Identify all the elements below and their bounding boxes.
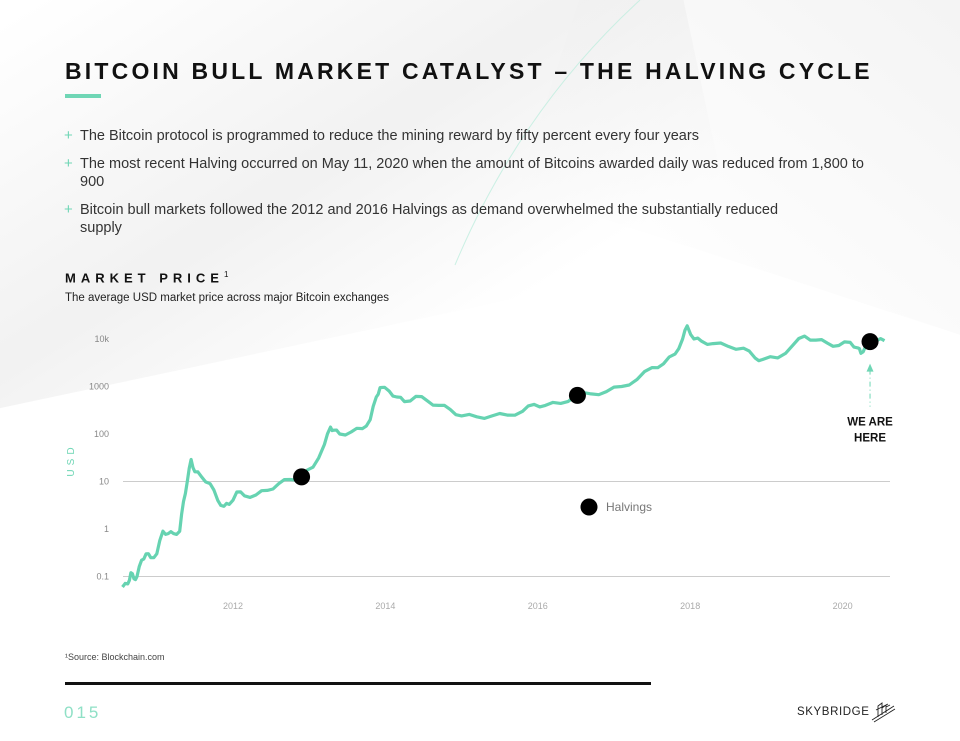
y-tick-label: 1 — [104, 524, 109, 534]
bullet-text: Bitcoin bull markets followed the 2012 a… — [80, 202, 779, 236]
y-axis-label: USD — [66, 443, 77, 476]
source-footnote: ¹Source: Blockchain.com — [65, 652, 165, 662]
footer-divider — [65, 682, 651, 685]
we-are-here-annotation: WE ARE HERE — [847, 363, 893, 445]
bullet-text: The most recent Halving occurred on May … — [80, 156, 864, 190]
plus-icon: + — [64, 127, 73, 144]
bullet-item: + The most recent Halving occurred on Ma… — [64, 155, 884, 191]
bridge-logo-icon — [871, 702, 895, 723]
chart-legend: Halvings — [580, 498, 652, 516]
plus-icon: + — [64, 201, 73, 218]
bullet-item: + The Bitcoin protocol is programmed to … — [64, 127, 884, 145]
legend-halvings-label: Halvings — [606, 500, 652, 514]
logo-wordmark: SKYBRIDGE — [797, 706, 870, 718]
bullet-item: + Bitcoin bull markets followed the 2012… — [64, 201, 884, 237]
halving-marker — [293, 468, 311, 486]
chart-title-text: MARKET PRICE — [65, 270, 224, 286]
footnote-marker: 1 — [223, 270, 229, 279]
y-tick-label: 10k — [94, 334, 109, 344]
x-tick-label: 2020 — [833, 601, 853, 611]
price-series-line — [121, 324, 886, 588]
arrow-up-icon — [866, 363, 874, 372]
y-tick-label: 100 — [94, 429, 109, 439]
halving-marker — [861, 333, 879, 351]
chart-title: MARKET PRICE1 — [65, 270, 228, 285]
chart-subtitle: The average USD market price across majo… — [65, 292, 390, 304]
x-tick-label: 2014 — [375, 601, 395, 611]
x-tick-label: 2016 — [528, 601, 548, 611]
title-accent-bar — [65, 94, 101, 98]
bullet-list: + The Bitcoin protocol is programmed to … — [64, 127, 884, 247]
market-price-chart: 10k 1000 100 10 1 0.1 2012 2014 2016 2018 2020 US… — [66, 324, 893, 611]
page-title: BITCOIN BULL MARKET CATALYST – THE HALVI… — [65, 58, 873, 84]
annotation-text-line2: HERE — [854, 433, 886, 445]
page-number: 015 — [64, 703, 102, 722]
y-tick-label: 0.1 — [96, 572, 109, 582]
y-tick-label: 10 — [99, 477, 109, 487]
legend-halvings-marker — [580, 498, 598, 516]
halving-marker — [568, 386, 586, 404]
y-tick-label: 1000 — [89, 382, 109, 392]
x-tick-label: 2012 — [223, 601, 243, 611]
x-tick-label: 2018 — [680, 601, 700, 611]
plus-icon: + — [64, 155, 73, 172]
bullet-text: The Bitcoin protocol is programmed to re… — [80, 128, 699, 144]
skybridge-logo: SKYBRIDGE — [797, 700, 896, 724]
annotation-text-line1: WE ARE — [847, 417, 893, 429]
